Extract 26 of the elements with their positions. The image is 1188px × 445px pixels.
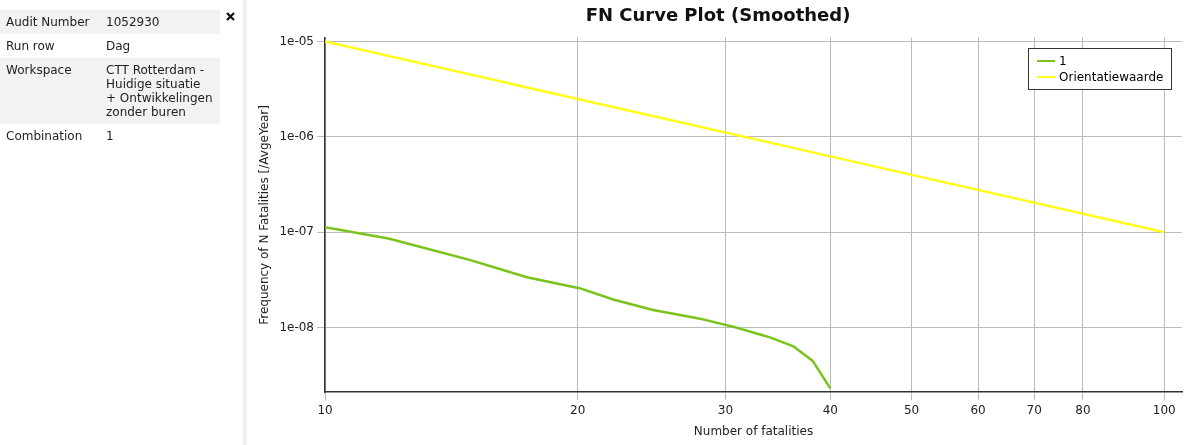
x-tick-label: 30 <box>717 402 734 417</box>
text: Dag <box>105 38 132 55</box>
x-tick-label: 80 <box>1075 402 1091 417</box>
text: CTT Rotterdam - Huidige situatie + Ontwikkelingen zonder buren <box>100 58 220 124</box>
x-axis-title: Number of fatalities <box>693 423 814 438</box>
text: Run row <box>5 38 56 55</box>
legend-label: Orientatiewaarde <box>1059 68 1164 85</box>
text: Combination <box>5 128 84 145</box>
text: Workspace <box>0 58 100 124</box>
x-tick-label: 60 <box>970 402 986 417</box>
x-tick-label: 50 <box>903 402 920 417</box>
x-tick-label: 100 <box>1152 402 1176 417</box>
x-tick-label: 40 <box>822 402 838 417</box>
x-tick-label: 70 <box>1026 402 1042 417</box>
chart-title: FN Curve Plot (Smoothed) <box>585 4 851 26</box>
x-tick-label: 20 <box>570 402 586 417</box>
y-tick-label: 1e-05 <box>279 33 315 48</box>
y-tick-label: 1e-08 <box>279 319 315 334</box>
text: Audit Number <box>0 10 100 34</box>
y-axis-title: Frequency of N Fatalities [/AvgeYear] <box>257 105 272 325</box>
text: 1 <box>105 128 115 145</box>
y-tick-label: 1e-06 <box>279 129 315 144</box>
legend-label: 1 <box>1059 52 1067 69</box>
x-tick-label: 10 <box>317 402 333 417</box>
text: 1052930 <box>100 10 220 34</box>
y-tick-label: 1e-07 <box>279 224 315 239</box>
